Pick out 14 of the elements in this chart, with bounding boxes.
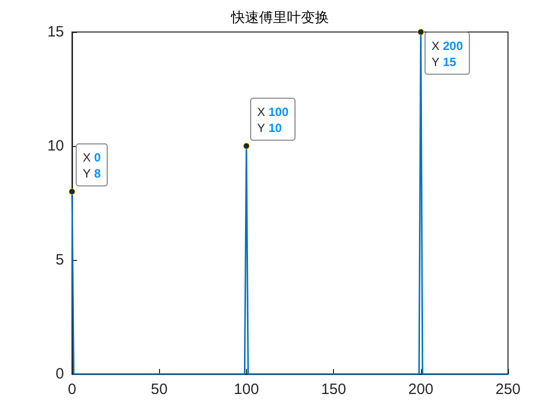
annotation: X 100 Y 10: [257, 104, 289, 135]
chart-title: 快速傅里叶变换: [230, 10, 329, 26]
x-tick-label: 50: [150, 381, 168, 398]
x-tick-label: 0: [68, 381, 76, 398]
y-tick-label: 10: [47, 138, 64, 154]
y-tick-label: 5: [56, 252, 64, 268]
y-tick-label: 15: [47, 24, 64, 40]
x-tick-label: 100: [234, 381, 259, 398]
y-tick-label: 0: [56, 366, 64, 382]
annotation: X 200 Y 15: [432, 38, 464, 69]
annotation: X 0 Y 8: [82, 150, 102, 180]
x-tick-label: 150: [321, 381, 346, 398]
x-tick-label: 250: [495, 381, 521, 398]
x-tick-label: 200: [408, 381, 434, 398]
